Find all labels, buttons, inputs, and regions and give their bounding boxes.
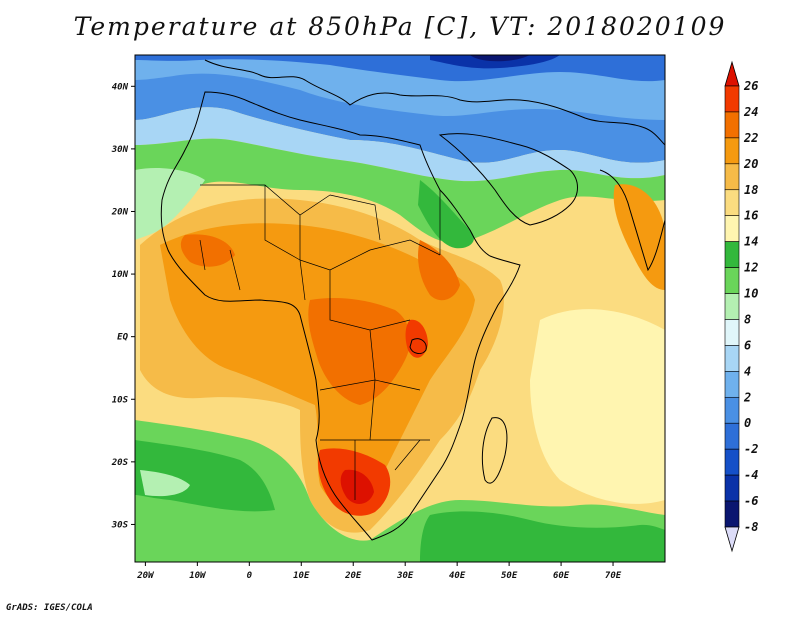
lon-tick-label: 20E xyxy=(344,571,362,581)
colorbar-label: 26 xyxy=(743,79,758,93)
field-band-22b xyxy=(418,240,460,301)
colorbar-label: 10 xyxy=(744,287,758,301)
latitude-axis: 40N 30N 20N 10N EQ 10S 20S 30S xyxy=(111,82,135,530)
colorbar-segment xyxy=(724,345,740,372)
field-band-green xyxy=(135,138,665,243)
lon-tick-label: 40E xyxy=(449,571,466,581)
field-band-south-darkgreen-2 xyxy=(420,511,665,562)
lon-tick-label: 0 xyxy=(247,571,253,581)
lat-tick-label: 30N xyxy=(111,145,129,155)
colorbar-label: 0 xyxy=(744,416,751,430)
field-band-ocean-pale xyxy=(530,309,665,504)
arabia-coastline xyxy=(438,133,578,226)
colorbar-label: -6 xyxy=(744,494,758,508)
colorbar-label: 2 xyxy=(743,390,751,404)
colorbar-segment xyxy=(724,448,740,476)
colorbar-label: 4 xyxy=(744,364,751,378)
field-band-deep-blue xyxy=(430,55,560,69)
colorbar-label: -8 xyxy=(744,520,758,534)
lon-tick-label: 20W xyxy=(136,571,155,581)
field-band-20 xyxy=(160,223,475,508)
colorbar-label: 22 xyxy=(743,131,758,145)
colorbar-segment xyxy=(724,215,740,242)
colorbar-segment xyxy=(724,241,740,268)
colorbar-segment xyxy=(724,474,740,502)
field-band-pale-cyan xyxy=(135,107,665,182)
colorbar-segment xyxy=(724,319,740,346)
colorbar-bottom-arrow xyxy=(724,526,740,553)
colorbar-label: -4 xyxy=(744,468,758,482)
colorbar-segment xyxy=(724,111,740,139)
india-coastline xyxy=(599,169,666,272)
colorbar-segment xyxy=(724,137,740,165)
lon-tick-label: 10W xyxy=(189,571,207,581)
lat-tick-label: 10S xyxy=(112,395,129,405)
field-band-pale-green xyxy=(135,168,205,240)
lon-tick-label: 30E xyxy=(396,571,414,581)
colorbar-segment xyxy=(724,189,740,217)
colorbar-label: 6 xyxy=(744,338,751,352)
colorbar-segment xyxy=(724,267,740,294)
lat-tick-label: 10N xyxy=(112,270,129,280)
colorbar-label: 8 xyxy=(744,312,751,326)
colorbar-segment xyxy=(724,500,740,528)
grads-credit: GrADS: IGES/COLA xyxy=(6,603,93,613)
field-band-navy xyxy=(470,55,530,62)
field-band-26 xyxy=(340,469,374,504)
colorbar-segment xyxy=(724,422,740,450)
lon-tick-label: 10E xyxy=(293,571,310,581)
colorbar-label: 20 xyxy=(743,157,758,171)
colorbar-label: 16 xyxy=(744,209,758,223)
colorbar-segment xyxy=(724,396,740,424)
colorbar-segment xyxy=(724,85,740,113)
lon-tick-label: 60E xyxy=(553,571,570,581)
lat-tick-label: 20N xyxy=(111,207,129,217)
field-band-darkgreen xyxy=(418,180,475,249)
colorbar-label: 14 xyxy=(744,235,758,249)
colorbar-top-arrow xyxy=(724,60,740,87)
lake-victoria xyxy=(409,338,427,355)
colorbar-label: 12 xyxy=(744,261,758,275)
colorbar-segment xyxy=(724,293,740,320)
interior-borders xyxy=(199,184,441,500)
lon-tick-label: 70E xyxy=(605,571,622,581)
lat-tick-label: 40N xyxy=(112,82,129,92)
lat-tick-label: EQ xyxy=(117,333,128,343)
africa-coastline xyxy=(160,91,521,541)
colorbar-label: -2 xyxy=(744,442,758,456)
colorbar-label: 18 xyxy=(744,183,758,197)
colorbar-label: 24 xyxy=(743,105,758,119)
coastlines xyxy=(160,59,666,541)
longitude-axis: 20W 10W 0 10E 20E 30E 40E 50E 60E 70E xyxy=(136,562,622,581)
lat-tick-label: 30S xyxy=(111,520,129,530)
lon-tick-label: 50E xyxy=(501,571,518,581)
colorbar-segment xyxy=(724,163,740,191)
field-band-22 xyxy=(308,298,411,405)
field-band-south-pale xyxy=(140,470,190,497)
map-title: Temperature at 850hPa [C], VT: 201802010… xyxy=(73,12,727,41)
map-frame xyxy=(134,54,666,563)
lat-tick-label: 20S xyxy=(111,458,129,468)
europe-coast xyxy=(204,59,666,146)
field-band-22c xyxy=(180,234,235,267)
colorbar-segment xyxy=(724,371,740,398)
madagascar xyxy=(481,417,508,484)
